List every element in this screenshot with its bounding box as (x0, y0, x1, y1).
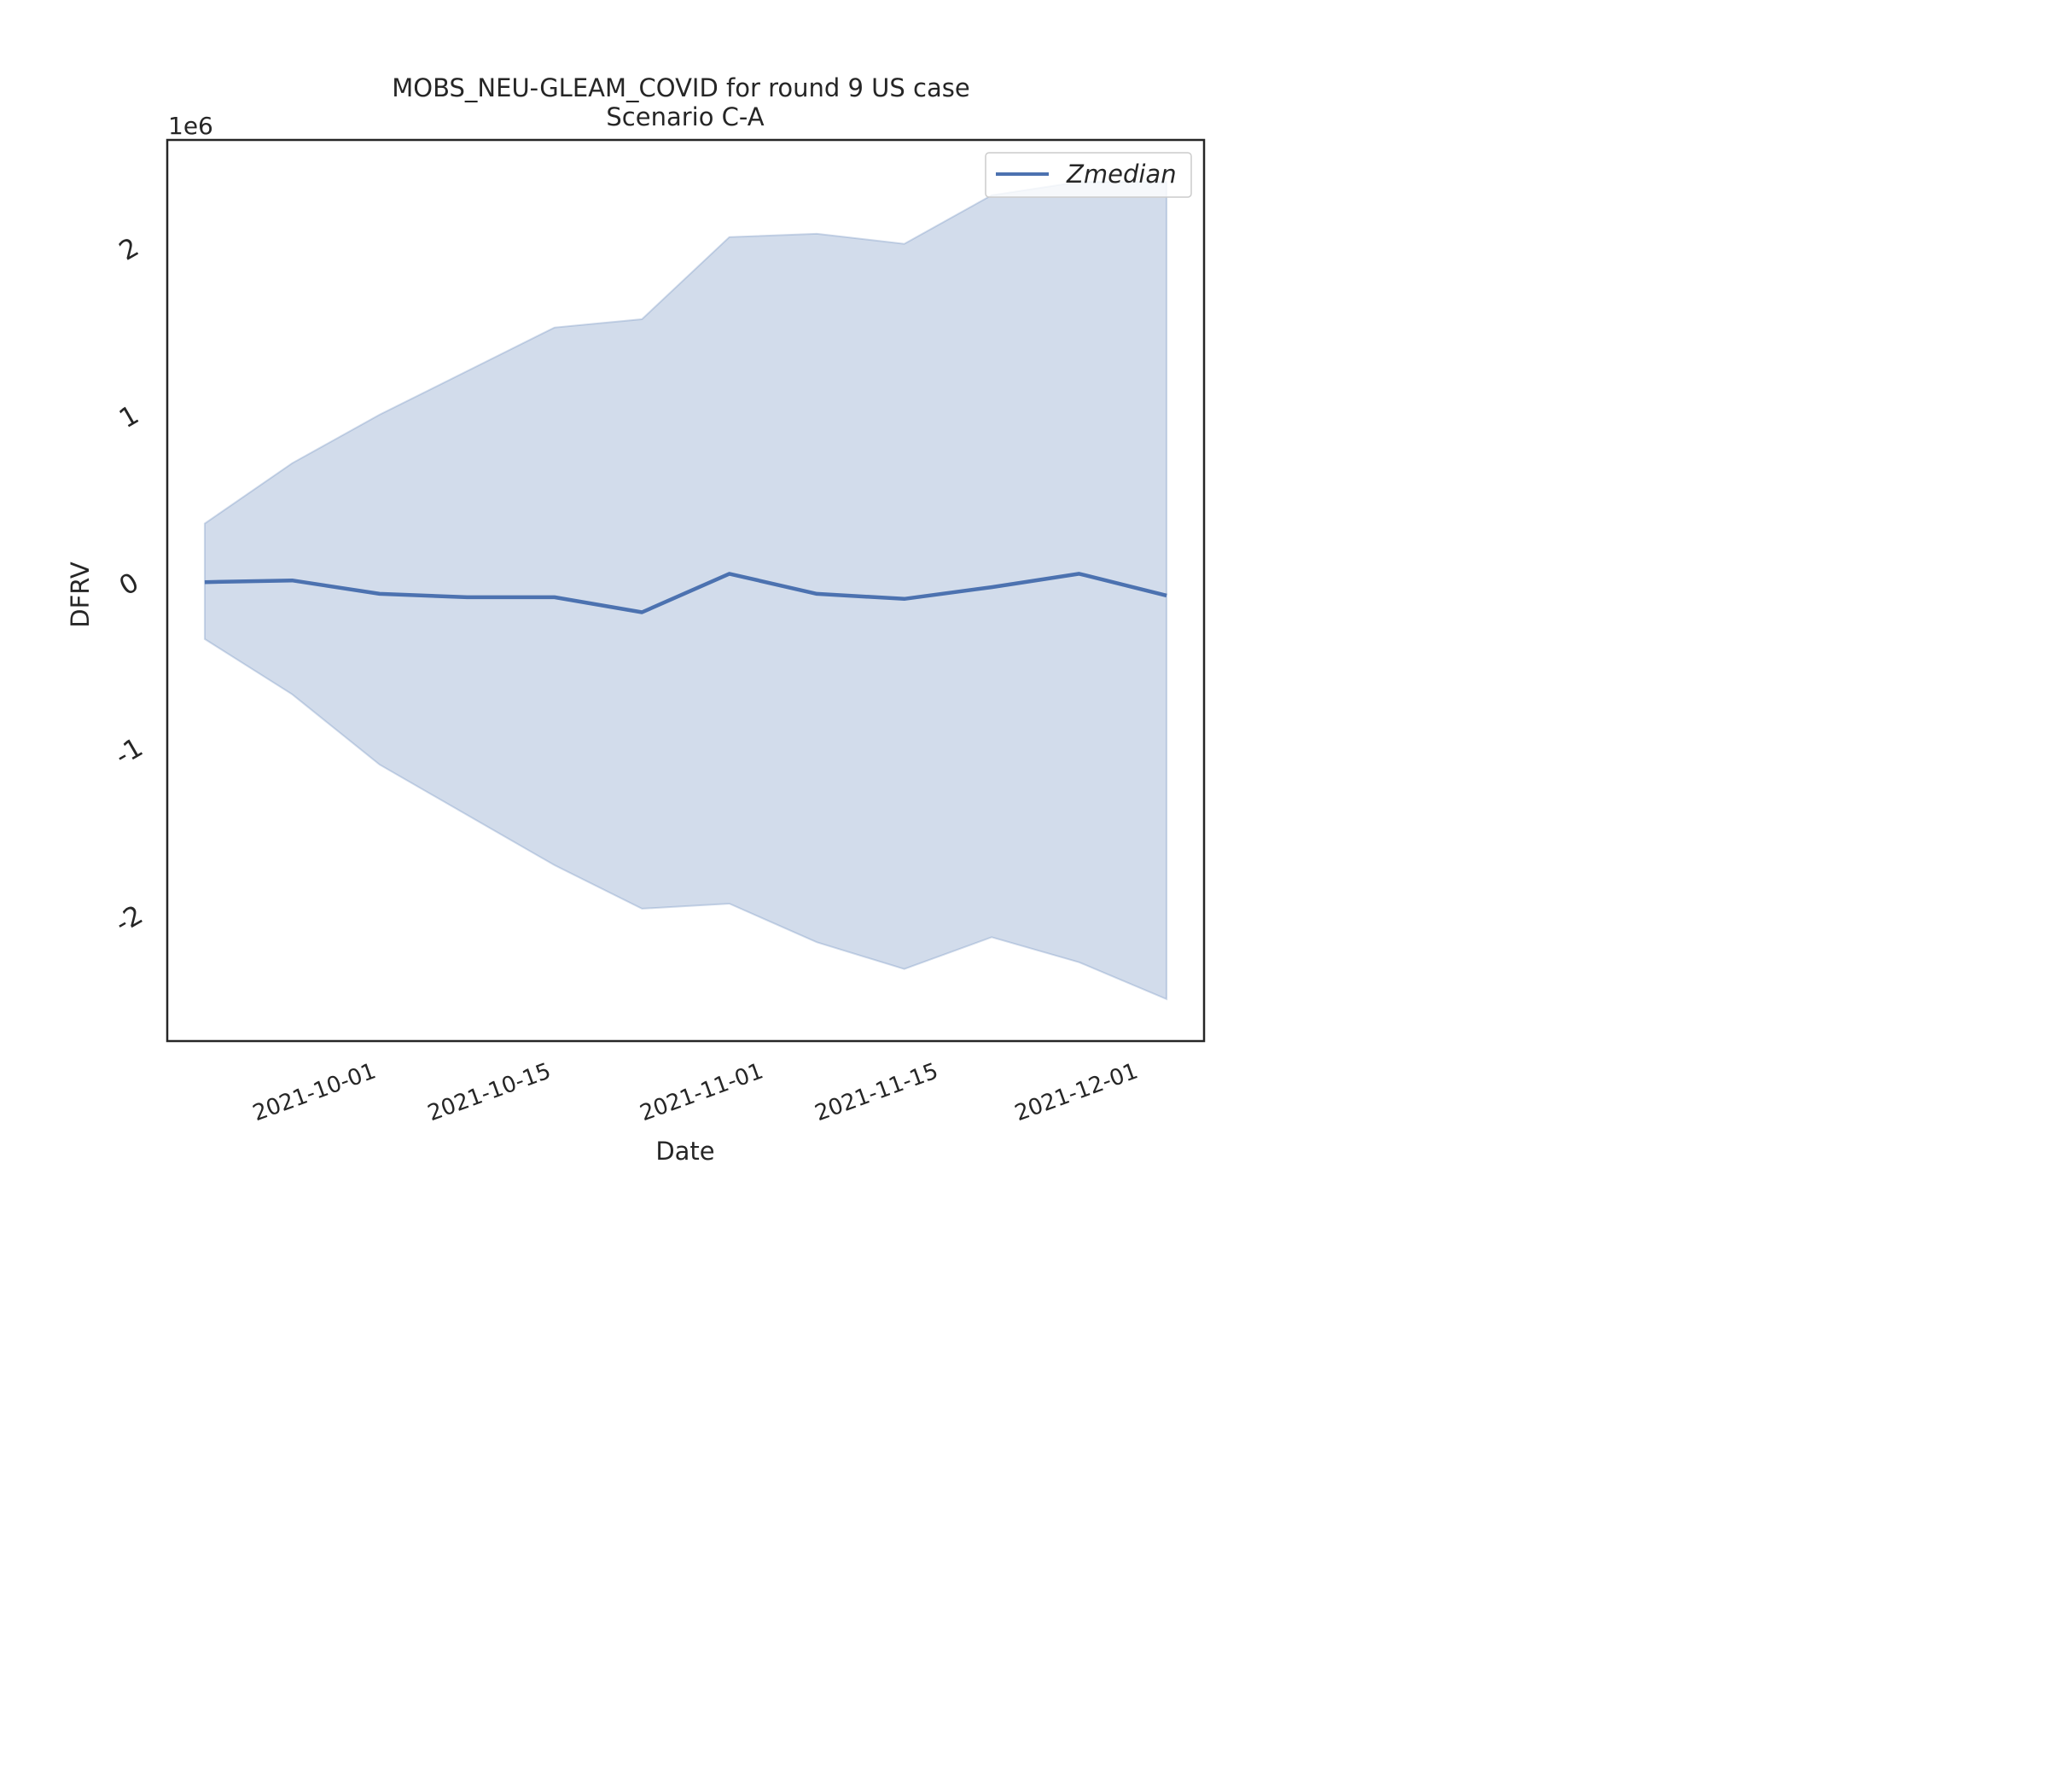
x-axis: 2021-10-01 2021-10-15 2021-11-01 2021-11-15… (249, 1058, 1141, 1126)
legend: Zmedian (985, 152, 1192, 198)
y-tick-label: 2 (114, 232, 144, 267)
y-scale-label: 1e6 (168, 112, 213, 140)
x-tick-label: 2021-12-01 (1011, 1058, 1141, 1126)
y-tick-label: 1 (114, 399, 144, 434)
x-tick-label: 2021-11-01 (637, 1058, 766, 1126)
x-tick-label: 2021-10-01 (249, 1058, 379, 1126)
x-tick-label: 2021-10-15 (424, 1058, 554, 1126)
y-axis: -2 -1 0 1 2 (110, 232, 148, 940)
y-tick-label: -1 (110, 732, 148, 772)
chart-title: MOBS_NEU-GLEAM_COVID for round 9 US case (392, 73, 969, 102)
chart: MOBS_NEU-GLEAM_COVID for round 9 US case… (66, 73, 1206, 1166)
plot-area (203, 181, 1168, 1001)
y-tick-label: -2 (110, 899, 148, 940)
zmedian-line (204, 572, 1167, 614)
legend-box (985, 152, 1192, 198)
y-tick-label: 0 (114, 567, 144, 602)
x-axis-label: Date (655, 1137, 714, 1166)
chart-subtitle: Scenario C-A (606, 102, 764, 131)
x-tick-label: 2021-11-15 (812, 1058, 941, 1126)
uncertainty-band (203, 181, 1168, 1001)
y-axis-label: DFRV (66, 561, 95, 628)
legend-label-zmedian: Zmedian (1066, 160, 1177, 189)
axes-frame (166, 138, 1206, 1043)
